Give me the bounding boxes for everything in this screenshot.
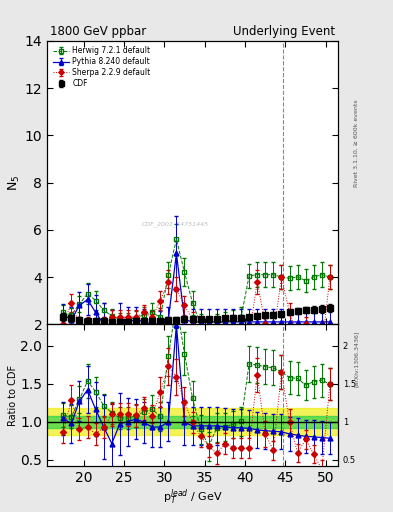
Text: 1800 GeV ppbar: 1800 GeV ppbar: [50, 25, 146, 38]
Bar: [47, 408, 338, 436]
Bar: [47, 416, 338, 428]
Legend: Herwig 7.2.1 default, Pythia 8.240 default, Sherpa 2.2.9 default, CDF: Herwig 7.2.1 default, Pythia 8.240 defau…: [51, 45, 152, 90]
Text: [arXiv:1306.3436]: [arXiv:1306.3436]: [354, 330, 359, 387]
Y-axis label: Ratio to CDF: Ratio to CDF: [7, 365, 18, 425]
Text: Underlying Event: Underlying Event: [233, 25, 335, 38]
Text: Rivet 3.1.10, ≥ 600k events: Rivet 3.1.10, ≥ 600k events: [354, 99, 359, 187]
Text: CDF_2001_S4751445: CDF_2001_S4751445: [141, 221, 209, 227]
X-axis label: p$_T^{lead}$ / GeV: p$_T^{lead}$ / GeV: [163, 487, 222, 507]
Y-axis label: N$_5$: N$_5$: [7, 175, 22, 191]
